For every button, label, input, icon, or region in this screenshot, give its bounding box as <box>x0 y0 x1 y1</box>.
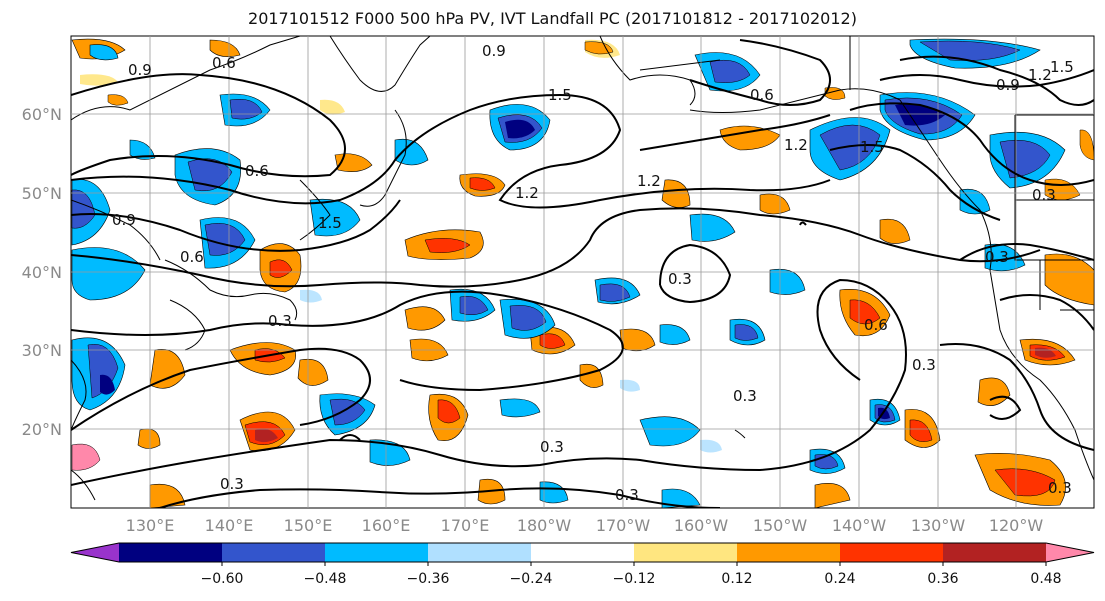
contour-label: 0.3 <box>615 486 639 504</box>
colorbar-tick-label: 0.48 <box>1030 571 1061 587</box>
contour-label: 1.2 <box>1028 66 1052 84</box>
lon-label: 170°E <box>441 516 490 535</box>
lat-label: 40°N <box>22 263 62 282</box>
lat-label: 50°N <box>22 184 62 203</box>
colorbar-tick-label: 0.24 <box>824 571 855 587</box>
contour-label: 0.6 <box>864 316 888 334</box>
lon-label: 150°E <box>284 516 333 535</box>
colorbar-extend-low <box>71 543 119 562</box>
lat-label: 60°N <box>22 105 62 124</box>
latitude-labels: 60°N 50°N 40°N 30°N 20°N <box>22 105 62 439</box>
lon-label: 160°W <box>674 516 729 535</box>
contour-label: 1.2 <box>637 172 661 190</box>
contour-label: 0.6 <box>212 54 236 72</box>
map-title: 2017101512 F000 500 hPa PV, IVT Landfall… <box>248 9 857 28</box>
contour-label: 0.3 <box>668 270 692 288</box>
contour-label: 0.3 <box>912 356 936 374</box>
lat-label: 20°N <box>22 420 62 439</box>
contour-label: 0.9 <box>112 211 136 229</box>
colorbar-tick-label: −0.60 <box>201 571 244 587</box>
colorbar-swatch <box>840 543 944 562</box>
contour-labels: 0.9 0.6 1.5 0.9 1.5 0.6 1.2 1.2 1.2 1.5 … <box>112 42 1074 504</box>
lat-label: 30°N <box>22 341 62 360</box>
colorbar-swatch <box>943 543 1047 562</box>
contour-label: 0.6 <box>245 162 269 180</box>
lon-label: 160°E <box>362 516 411 535</box>
colorbar-swatch <box>325 543 429 562</box>
lon-label: 150°W <box>753 516 808 535</box>
contour-label: 0.6 <box>750 86 774 104</box>
contour-label: 1.2 <box>515 184 539 202</box>
lon-label: 130°E <box>126 516 175 535</box>
lon-label: 120°W <box>989 516 1044 535</box>
colorbar-tick-label: −0.24 <box>510 571 553 587</box>
contour-label: 0.3 <box>1048 479 1072 497</box>
colorbar-tick-label: −0.12 <box>613 571 656 587</box>
lon-label: 140°E <box>205 516 254 535</box>
contour-label: 0.6 <box>180 248 204 266</box>
colorbar-tick-label: 0.36 <box>927 571 958 587</box>
colorbar-swatch <box>737 543 841 562</box>
contour-label: 0.9 <box>996 76 1020 94</box>
contour-label: 0.3 <box>220 475 244 493</box>
colorbar-swatch <box>531 543 635 562</box>
contour-label: 1.2 <box>784 136 808 154</box>
contour-label: 1.5 <box>318 214 342 232</box>
colorbar-swatch <box>119 543 223 562</box>
contour-label: 0.3 <box>985 248 1009 266</box>
contour-label: 1.5 <box>1050 58 1074 76</box>
contour-label: 0.3 <box>1032 186 1056 204</box>
contour-label: 0.3 <box>540 438 564 456</box>
colorbar-tick-label: 0.12 <box>721 571 752 587</box>
contour-label: 1.5 <box>548 86 572 104</box>
contour-label: 1.5 <box>860 138 884 156</box>
lon-label: 170°W <box>596 516 651 535</box>
colorbar-outline <box>70 542 1095 563</box>
contour-label: 0.3 <box>733 387 757 405</box>
lon-label: 130°W <box>911 516 966 535</box>
colorbar-swatch <box>222 543 326 562</box>
lon-label: 180°W <box>517 516 572 535</box>
colorbar-swatch <box>428 543 532 562</box>
colorbar-extend-high <box>1046 543 1094 562</box>
contour-label: 0.9 <box>128 61 152 79</box>
colorbar-tick-label: −0.48 <box>304 571 347 587</box>
ivt-contours <box>71 39 1094 508</box>
lon-label: 140°W <box>832 516 887 535</box>
contour-label: 0.9 <box>482 42 506 60</box>
colorbar-swatch <box>634 543 738 562</box>
contour-label: 0.3 <box>268 312 292 330</box>
colorbar-tick-label: −0.36 <box>407 571 450 587</box>
pv-shading <box>71 38 1094 508</box>
colorbar: −0.60 −0.48 −0.36 −0.24 −0.12 0.12 0.24 0.36 0.4… <box>70 542 1095 587</box>
longitude-labels: 130°E 140°E 150°E 160°E 170°E 180°W 170°… <box>126 516 1044 535</box>
